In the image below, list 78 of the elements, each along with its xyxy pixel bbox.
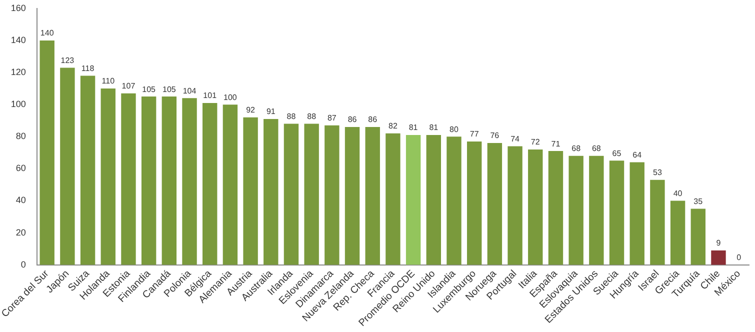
bar <box>304 124 319 265</box>
data-label: 91 <box>266 107 276 116</box>
bar <box>182 98 197 265</box>
bar <box>406 135 421 265</box>
data-label: 86 <box>368 115 378 124</box>
bar <box>40 40 54 265</box>
bar <box>487 143 502 265</box>
bar <box>670 200 686 265</box>
bar <box>365 127 380 265</box>
data-label: 81 <box>408 123 418 132</box>
data-label: 64 <box>632 150 642 160</box>
bar <box>589 156 604 265</box>
bar <box>650 180 665 265</box>
bar <box>508 146 522 265</box>
bar <box>690 208 706 265</box>
data-label: 88 <box>307 112 317 122</box>
data-label: 104 <box>182 86 197 96</box>
bar <box>609 160 624 265</box>
data-label: 82 <box>388 122 398 131</box>
bar <box>466 141 482 265</box>
data-label: 81 <box>429 123 439 132</box>
bar <box>386 133 400 265</box>
data-label: 71 <box>551 139 561 148</box>
data-label: 123 <box>60 56 75 65</box>
bar <box>243 117 258 265</box>
y-tick-label: 60 <box>16 163 26 174</box>
bar <box>548 151 564 265</box>
data-label: 80 <box>450 124 459 134</box>
data-label: 105 <box>162 84 176 94</box>
bar <box>222 104 238 265</box>
data-label: 92 <box>246 106 256 115</box>
bar <box>121 93 136 265</box>
data-label: 0 <box>736 253 742 262</box>
data-label: 88 <box>286 112 296 122</box>
data-label: 40 <box>673 188 683 198</box>
data-label: 35 <box>694 196 704 206</box>
data-label: 118 <box>81 64 95 73</box>
bar <box>202 102 218 265</box>
y-tick-label: 100 <box>10 99 26 110</box>
bar <box>100 88 116 265</box>
y-tick-label: 140 <box>10 34 26 45</box>
data-label: 86 <box>348 115 358 124</box>
data-label: 140 <box>40 28 54 38</box>
data-label: 101 <box>203 91 218 100</box>
data-label: 107 <box>122 82 136 91</box>
data-label: 9 <box>716 238 722 248</box>
y-tick-label: 160 <box>10 2 26 13</box>
data-label: 105 <box>142 84 156 94</box>
y-tick-label: 0 <box>20 259 26 270</box>
data-label: 87 <box>327 114 337 123</box>
y-tick-label: 40 <box>16 195 26 206</box>
data-label: 68 <box>572 144 582 154</box>
bar <box>711 250 726 265</box>
data-label: 76 <box>490 131 500 140</box>
bar <box>284 124 299 265</box>
data-label: 77 <box>470 130 480 139</box>
data-label: 53 <box>652 168 662 178</box>
y-tick-label: 20 <box>16 227 26 238</box>
data-label: 65 <box>612 148 622 158</box>
bar <box>264 119 278 265</box>
bar <box>344 127 360 265</box>
bar <box>141 96 156 265</box>
y-tick-label: 80 <box>16 131 26 142</box>
data-label: 74 <box>510 134 520 144</box>
data-label: 68 <box>592 144 602 154</box>
data-label: 100 <box>224 92 238 102</box>
bar <box>324 125 340 265</box>
bar <box>426 135 442 265</box>
bar <box>630 162 644 265</box>
bar <box>80 76 96 265</box>
bar <box>528 149 543 265</box>
bar <box>60 68 75 265</box>
bar <box>568 156 584 265</box>
y-tick-label: 120 <box>10 67 26 77</box>
data-label: 110 <box>102 76 116 86</box>
data-label: 72 <box>530 138 540 147</box>
bar <box>162 96 177 265</box>
bar <box>446 136 462 265</box>
